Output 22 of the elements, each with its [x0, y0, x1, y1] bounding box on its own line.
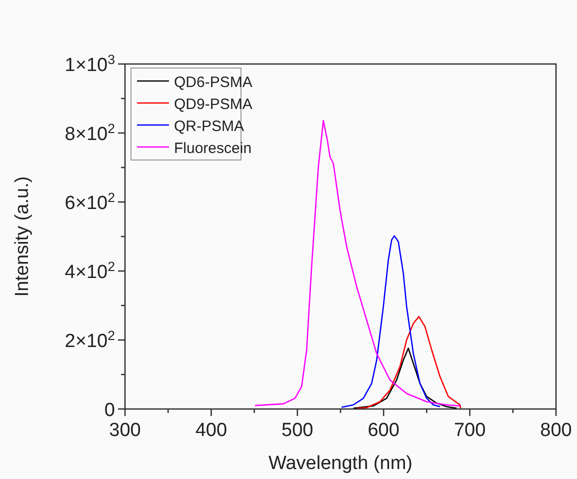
legend-label: QR-PSMA: [174, 118, 244, 135]
y-tick-label: 0: [104, 400, 115, 421]
y-tick-label: 2×10$^{2}$: [64, 328, 115, 352]
x-axis-title: Wavelength (nm): [268, 453, 412, 474]
x-tick-label: 700: [454, 420, 486, 441]
y-tick-label: 1×10$^{3}$: [64, 52, 115, 76]
line-series: [352, 348, 458, 409]
line-series: [356, 316, 462, 409]
x-tick-label: 800: [540, 420, 572, 441]
x-tick-label: 400: [195, 420, 228, 441]
y-tick-label: 4×10$^{2}$: [64, 258, 115, 283]
legend-label: Fluorescein: [174, 140, 252, 157]
x-tick-label: 600: [368, 420, 400, 441]
x-tick-label: 300: [109, 420, 141, 441]
x-tick-label: 500: [282, 420, 314, 441]
y-tick-label: 8×10$^{2}$: [64, 120, 115, 145]
legend-label: QD6-PSMA: [174, 74, 252, 91]
line-series: [254, 120, 461, 407]
line-series: [340, 235, 441, 408]
y-axis-title: Intensity (a.u.): [12, 176, 33, 297]
legend-label: QD9-PSMA: [174, 96, 252, 113]
y-tick-label: 6×10$^{2}$: [64, 190, 115, 214]
